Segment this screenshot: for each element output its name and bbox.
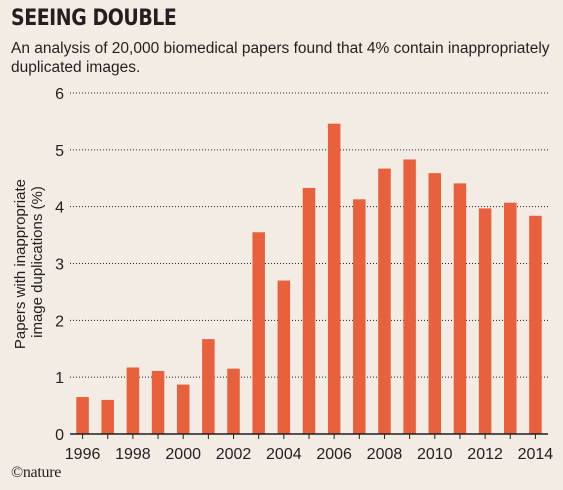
y-axis-label-line-1: Papers with inappropriate (12, 179, 29, 349)
x-tick-label-2008: 2008 (367, 446, 403, 463)
bar-1997 (101, 399, 114, 434)
chart-subtitle: An analysis of 20,000 biomedical papers … (11, 40, 550, 76)
y-tick-label-2: 2 (55, 313, 64, 330)
bar-2006 (327, 123, 341, 434)
x-tick-label-2014: 2014 (518, 446, 554, 463)
x-tick-label-2004: 2004 (266, 446, 302, 463)
chart-title: SEEING DOUBLE (11, 6, 177, 31)
bar-2005 (302, 187, 316, 434)
bar-2009 (403, 159, 416, 434)
x-tick-label-2012: 2012 (467, 446, 503, 463)
x-tick-label-1996: 1996 (65, 446, 101, 463)
bar-2003 (252, 232, 265, 434)
bar-2010 (428, 173, 442, 434)
bar-2001 (202, 339, 215, 434)
x-tick-label-2010: 2010 (417, 446, 453, 463)
y-tick-label-5: 5 (55, 143, 64, 160)
bar-1996 (76, 397, 89, 434)
y-tick-labels: 0 1 2 3 4 5 6 (55, 86, 64, 444)
bar-2002 (227, 368, 240, 434)
bar-2012 (478, 208, 492, 434)
bar-2004 (277, 280, 291, 434)
y-tick-label-0: 0 (55, 427, 64, 444)
x-tick-label-2002: 2002 (216, 446, 252, 463)
bar-2013 (504, 202, 517, 434)
nature-credit: ©nature (11, 464, 62, 481)
y-axis-label-line-2: image duplications (%) (29, 186, 46, 338)
y-tick-label-4: 4 (55, 200, 64, 217)
y-axis-label: Papers with inappropriate image duplicat… (12, 175, 46, 349)
x-tick-label-2006: 2006 (316, 446, 352, 463)
bar-2011 (453, 183, 467, 434)
x-tick-label-1998: 1998 (115, 446, 151, 463)
bar-1999 (151, 370, 165, 434)
bar-2014 (529, 215, 542, 434)
bars (76, 123, 542, 435)
y-tick-label-1: 1 (55, 370, 64, 387)
bar-1998 (126, 367, 140, 434)
bar-2000 (176, 384, 190, 434)
y-tick-label-3: 3 (55, 257, 64, 274)
y-tick-label-6: 6 (55, 86, 64, 103)
bar-2008 (378, 168, 391, 435)
bar-2007 (353, 199, 366, 434)
x-tick-label-2000: 2000 (165, 446, 201, 463)
x-tick-labels: 1996 1998 2000 2002 2004 2006 2008 2010 2012 2014 (65, 434, 554, 463)
